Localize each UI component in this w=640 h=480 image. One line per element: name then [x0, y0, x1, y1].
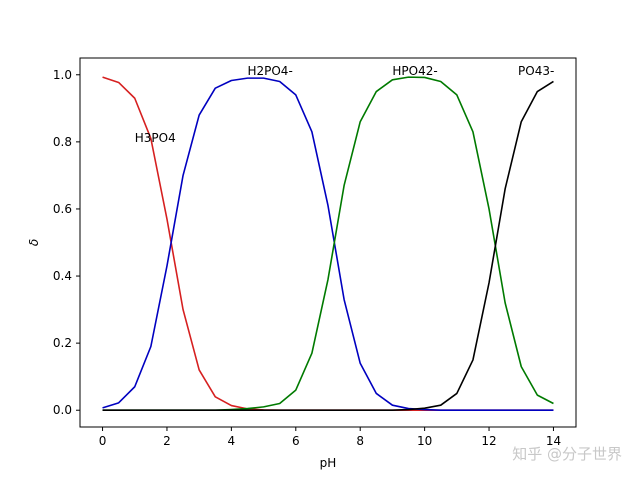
- x-tick-label: 10: [417, 434, 432, 448]
- y-tick-label: 0.4: [53, 269, 72, 283]
- watermark: 知乎 @分子世界: [512, 445, 622, 463]
- y-axis-label: δ: [27, 239, 41, 246]
- x-tick-label: 4: [228, 434, 236, 448]
- y-tick-label: 0.2: [53, 336, 72, 350]
- y-axis: 0.0 0.2 0.4 0.6 0.8 1.0: [53, 68, 80, 417]
- plot-frame: [79, 57, 577, 428]
- x-axis-label: pH: [320, 456, 337, 470]
- y-tick-label: 1.0: [53, 68, 72, 82]
- x-tick-label: 14: [546, 434, 561, 448]
- series-annotation: HPO42-: [392, 64, 437, 78]
- x-tick-label: 0: [99, 434, 107, 448]
- series-line-2: [102, 77, 554, 412]
- series-annotation: PO43-: [518, 64, 554, 78]
- series-line-4: [102, 80, 554, 412]
- x-axis: 0 2 4 6 8 10 12 14: [99, 427, 561, 448]
- x-tick-label: 8: [356, 434, 364, 448]
- y-tick-label: 0.8: [53, 135, 72, 149]
- series-annotation: H2PO4-: [247, 64, 292, 78]
- plot-lines: [102, 76, 554, 412]
- y-tick-label: 0.6: [53, 202, 72, 216]
- x-tick-label: 12: [481, 434, 496, 448]
- y-tick-label: 0.0: [53, 403, 72, 417]
- x-tick-label: 6: [292, 434, 300, 448]
- annotations: H3PO4 H2PO4- HPO42- PO43-: [135, 64, 555, 145]
- x-tick-label: 2: [163, 434, 171, 448]
- series-annotation: H3PO4: [135, 131, 176, 145]
